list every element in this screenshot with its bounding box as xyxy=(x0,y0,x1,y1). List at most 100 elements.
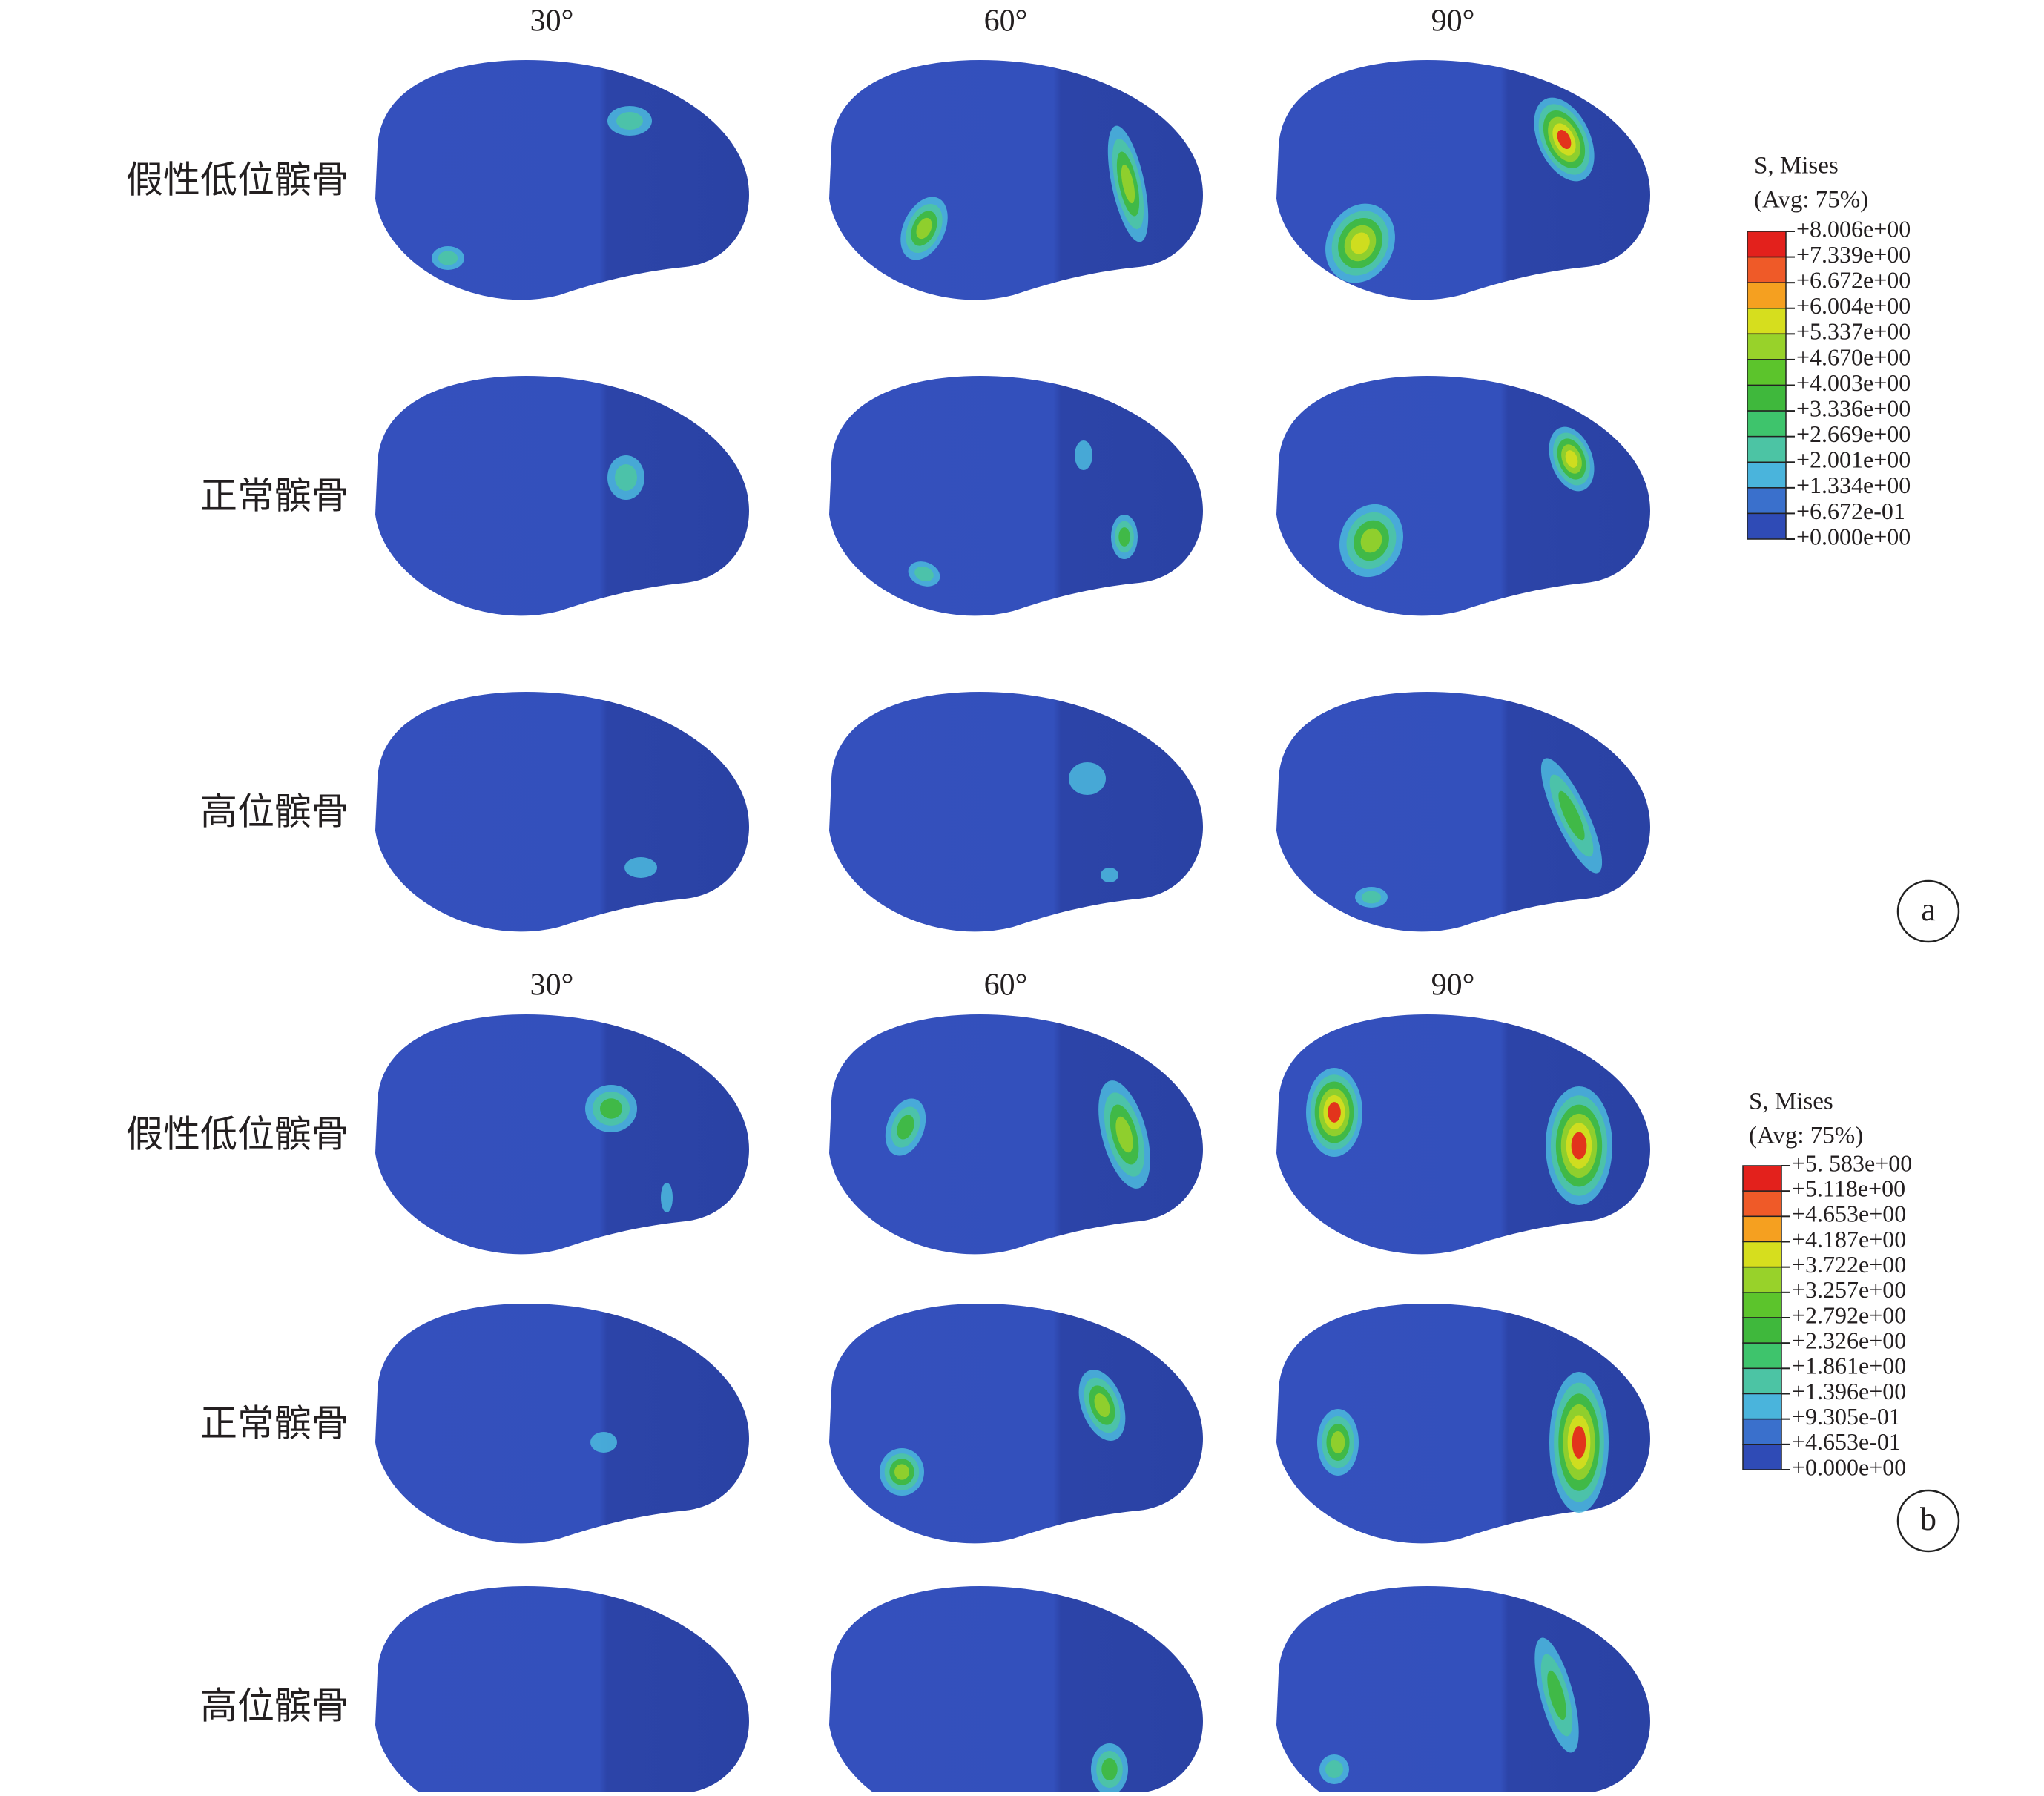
legend-label: +4.187e+00 xyxy=(1792,1226,1906,1252)
legend-label: +4.653e+00 xyxy=(1792,1201,1906,1227)
legend-swatch xyxy=(1742,1342,1782,1370)
stress-hotspot xyxy=(1571,1132,1587,1160)
stress-hotspot xyxy=(1572,1426,1586,1459)
legend-label: +1.396e+00 xyxy=(1792,1378,1906,1404)
panel-label-circle xyxy=(1896,879,1960,943)
patella-shape xyxy=(375,1303,749,1544)
legend-subtitle: (Avg: 75%) xyxy=(1749,1123,1863,1149)
patella-stress-map xyxy=(1276,1014,1650,1255)
stress-hotspot xyxy=(438,251,458,265)
patella-stress-map xyxy=(1276,1303,1650,1544)
legend-swatch xyxy=(1747,282,1787,309)
panel-label: a xyxy=(1921,891,1936,928)
column-header: 90° xyxy=(1431,968,1475,1003)
patella-shape xyxy=(829,1586,1203,1796)
legend-swatch xyxy=(1747,435,1787,463)
row-label: 正常髌骨 xyxy=(200,1402,349,1444)
patella-shape xyxy=(375,59,749,300)
column-header: 60° xyxy=(984,4,1028,39)
stress-hotspot xyxy=(1121,164,1135,204)
row-label: 假性低位髌骨 xyxy=(126,1113,349,1155)
legend-swatch xyxy=(1747,512,1787,540)
patella-shape xyxy=(375,691,749,932)
patella-stress-map xyxy=(375,1303,749,1544)
stress-hotspot xyxy=(661,1183,673,1212)
stress-hotspot xyxy=(624,857,657,878)
stress-hotspot xyxy=(590,1432,617,1453)
patella-shape xyxy=(1276,1014,1650,1255)
legend-label: +7.339e+00 xyxy=(1796,241,1911,268)
stress-hotspot xyxy=(1325,1760,1343,1778)
patella-shape xyxy=(375,375,749,616)
stress-hotspot xyxy=(894,1464,909,1480)
legend-label: +1.861e+00 xyxy=(1792,1353,1906,1379)
stress-hotspot xyxy=(1101,868,1118,882)
stress-hotspot xyxy=(916,217,932,240)
panel-label-circle xyxy=(1896,1489,1960,1553)
stress-hotspot xyxy=(1547,1670,1566,1720)
column-header: 60° xyxy=(984,968,1028,1003)
legend-swatch xyxy=(1747,487,1787,515)
patella-shape xyxy=(1276,691,1650,932)
patella-shape xyxy=(829,59,1203,300)
legend-subtitle: (Avg: 75%) xyxy=(1754,187,1868,214)
column-header: 30° xyxy=(530,4,574,39)
stress-hotspot xyxy=(914,566,934,582)
stress-hotspot xyxy=(600,1098,622,1119)
patella-stress-map xyxy=(375,1014,749,1255)
patella-shape xyxy=(375,1586,749,1796)
patella-stress-map xyxy=(829,375,1203,616)
stress-hotspot xyxy=(616,112,643,130)
patella-stress-map xyxy=(375,1586,749,1796)
legend-label: +1.334e+00 xyxy=(1796,472,1911,498)
legend-label: +8.006e+00 xyxy=(1796,215,1911,242)
legend-swatch xyxy=(1747,231,1787,258)
legend-label: +3.257e+00 xyxy=(1792,1276,1906,1303)
column-header: 30° xyxy=(530,968,574,1003)
stress-hotspot xyxy=(1069,762,1106,795)
patella-stress-map xyxy=(1276,691,1650,932)
legend-label: +3.722e+00 xyxy=(1792,1251,1906,1278)
legend-swatch xyxy=(1742,1190,1782,1218)
stress-hotspot xyxy=(1361,891,1382,904)
patella-stress-map xyxy=(375,59,749,300)
row-label: 正常髌骨 xyxy=(200,475,349,516)
stress-hotspot xyxy=(1101,1758,1118,1780)
legend-label: +4.653e-01 xyxy=(1792,1428,1901,1455)
stress-hotspot xyxy=(897,1115,914,1140)
stress-hotspot xyxy=(1351,232,1370,254)
stress-hotspot xyxy=(1360,528,1382,553)
patella-stress-map xyxy=(375,691,749,932)
legend-label: +0.000e+00 xyxy=(1796,523,1911,549)
legend-swatch xyxy=(1742,1317,1782,1344)
legend-swatch xyxy=(1747,384,1787,412)
row-label: 高位髌骨 xyxy=(200,790,349,832)
legend-label: +9.305e-01 xyxy=(1792,1403,1901,1430)
patella-shape xyxy=(1276,1586,1650,1796)
legend-swatch xyxy=(1742,1418,1782,1445)
stress-hotspot xyxy=(1118,527,1130,547)
legend-label: +4.670e+00 xyxy=(1796,343,1911,370)
legend-swatch xyxy=(1747,359,1787,386)
legend-swatch xyxy=(1742,1241,1782,1268)
patella-stress-map xyxy=(829,691,1203,932)
legend-label: +6.672e-01 xyxy=(1796,498,1905,524)
legend-swatch xyxy=(1742,1266,1782,1293)
legend-label: +6.004e+00 xyxy=(1796,292,1911,319)
row-label: 假性低位髌骨 xyxy=(126,159,349,200)
stress-hotspot xyxy=(1328,1102,1341,1123)
legend-label: +2.669e+00 xyxy=(1796,420,1911,447)
stress-hotspot xyxy=(1075,440,1092,470)
legend-swatch xyxy=(1742,1215,1782,1243)
patella-shape xyxy=(829,691,1203,932)
row-label: 高位髌骨 xyxy=(200,1685,349,1726)
patella-stress-map xyxy=(1276,1586,1650,1796)
legend-label: +5.118e+00 xyxy=(1792,1175,1905,1202)
legend-title: S, Mises xyxy=(1749,1089,1833,1115)
patella-stress-map xyxy=(829,59,1203,300)
legend-swatch xyxy=(1747,308,1787,335)
stress-hotspot xyxy=(1557,129,1572,150)
legend-label: +2.326e+00 xyxy=(1792,1327,1906,1354)
stress-hotspot xyxy=(1565,450,1578,468)
